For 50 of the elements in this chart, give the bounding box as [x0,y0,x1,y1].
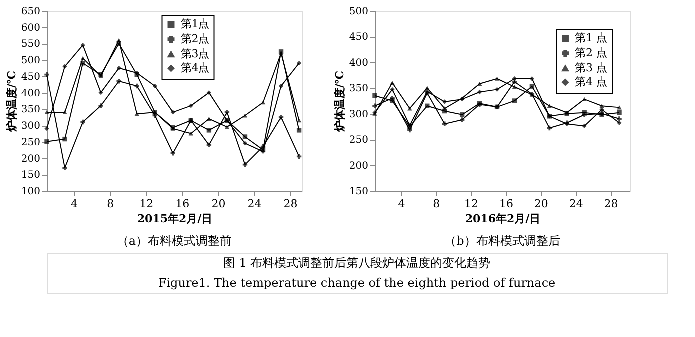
x-tick-label: 24 [248,198,262,210]
y-axis-title: 炉体温度/℃ [5,70,18,134]
legend-label: 第3点 [180,48,210,60]
x-tick-label: 4 [398,198,406,210]
y-tick-label: 200 [21,154,40,165]
y-tick-label: 150 [21,170,40,182]
x-axis-title: 2015年2月/日 [137,212,213,226]
y-tick-label: 400 [349,58,368,69]
legend-label: 第2 点 [575,46,608,60]
x-tick-label: 16 [499,198,514,210]
y-tick-label: 650 [21,6,40,18]
legend-label: 第4点 [180,62,210,74]
caption: 图 1 布料模式调整前后第八段炉体温度的变化趋势 [223,256,491,270]
y-tick-label: 350 [349,84,368,95]
x-tick-label: 20 [534,198,548,210]
caption: Figure1. The temperature change of the eighth period of furnace [158,276,556,290]
legend-label: 第3 点 [575,62,608,74]
y-tick-label: 400 [21,88,40,100]
y-tick-label: 450 [21,72,40,83]
y-tick-label: 500 [21,56,40,67]
x-tick-label: 24 [569,198,584,210]
y-tick-label: 350 [21,104,40,116]
y-tick-label: 200 [349,160,368,172]
y-tick-label: 550 [21,39,40,50]
x-axis-title: 2016年2月/日 [465,212,541,226]
legend-label: 第4 点 [575,76,608,88]
legend-label: 第2点 [180,32,210,46]
y-tick-label: 100 [21,186,40,198]
text: （a）布料模式调整前 [116,234,232,248]
x-tick-label: 12 [140,198,154,210]
x-tick-label: 4 [71,198,78,210]
legend-label: 第1点 [180,18,210,30]
y-tick-label: 250 [21,137,40,148]
x-tick-label: 20 [212,198,226,210]
x-tick-label: 12 [464,198,479,210]
x-tick-label: 8 [107,198,114,210]
y-tick-label: 600 [21,22,40,34]
y-tick-label: 300 [21,121,40,132]
y-tick-label: 150 [349,186,368,198]
y-axis-title: 炉体温度/℃ [333,70,346,134]
text: （b）布料模式调整后 [444,234,560,248]
y-tick-label: 450 [349,32,368,44]
y-tick-label: 500 [349,6,368,18]
y-tick-label: 300 [349,109,368,120]
legend-label: 第1 点 [575,32,608,44]
x-tick-label: 8 [433,198,440,210]
y-tick-label: 250 [349,135,368,146]
x-tick-label: 28 [284,198,298,210]
x-tick-label: 28 [604,198,618,210]
x-tick-label: 16 [176,198,190,210]
